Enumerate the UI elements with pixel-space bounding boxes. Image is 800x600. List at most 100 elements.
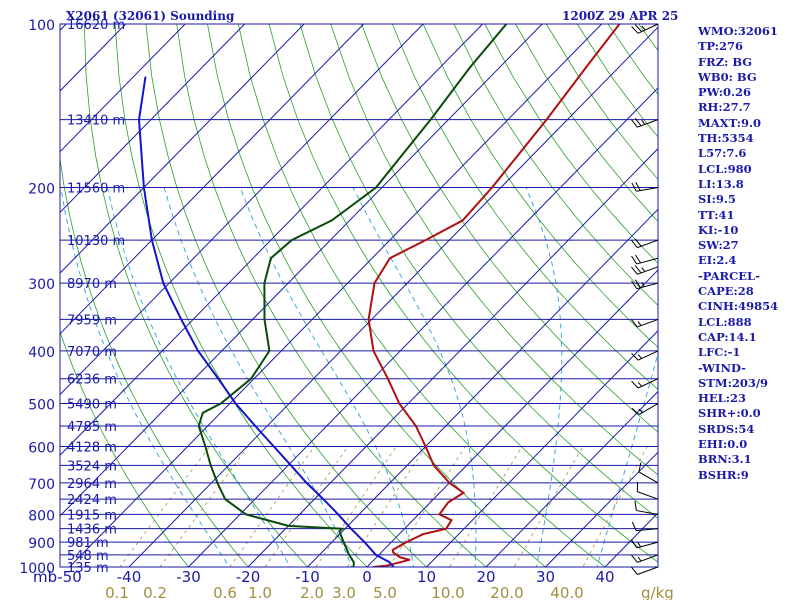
isotherm-line [0, 24, 7, 567]
dry-adiabat-line [391, 24, 658, 390]
wind-barb [631, 350, 659, 361]
wind-barb [631, 182, 659, 192]
moist-adiabat-line [352, 187, 477, 567]
moist-adiabat-line [106, 187, 291, 567]
mixing-ratio-tick-label: 2.0 [300, 584, 324, 600]
isotherm-line [60, 24, 186, 153]
index-item: BRN:3.1 [698, 452, 752, 467]
index-item: -PARCEL- [698, 268, 760, 283]
isotherm-line [60, 24, 543, 517]
temperature-profile [367, 24, 621, 567]
index-item: WB0: BG [698, 69, 757, 84]
height-label: 5490 m [67, 398, 117, 413]
isotherm-line [60, 24, 483, 456]
height-label: 6236 m [67, 373, 117, 388]
index-item: L57:7.6 [698, 146, 747, 161]
isotherm-line [60, 24, 424, 396]
moist-adiabat-line [525, 187, 563, 567]
moist-adiabat-line [163, 187, 353, 567]
dry-adiabat-line [330, 24, 658, 476]
height-label: 10130 m [67, 234, 125, 249]
mixing-ratio-line [159, 446, 249, 567]
height-label: 1436 m [67, 523, 117, 538]
isotherm-line [545, 451, 658, 567]
dry-adiabat-line [268, 24, 658, 563]
index-item: CAP:14.1 [698, 329, 757, 344]
sounding-profiles [137, 24, 621, 567]
dry-adiabat-line [484, 24, 658, 264]
temperature-tick-label: 30 [536, 568, 555, 586]
pressure-tick-label: 100 [28, 18, 55, 34]
pressure-tick-label: 400 [28, 345, 55, 361]
pressure-tick-label: 1000 [19, 561, 55, 577]
mixing-ratio-tick-label: 10.0 [431, 584, 464, 600]
isotherm-line [307, 208, 658, 567]
wind-barb [634, 501, 659, 515]
mixing-ratio-tick-label: 3.0 [332, 584, 356, 600]
dry-adiabat-line [60, 156, 249, 567]
dry-adiabat-line [422, 24, 658, 348]
index-item: RH:27.7 [698, 100, 751, 115]
height-label: 8970 m [67, 277, 117, 292]
mixing-ratio-line [582, 446, 648, 567]
isotherm-line [188, 87, 658, 567]
dry-adiabats [60, 24, 658, 567]
wind-barb [631, 318, 659, 328]
index-item: LCL:888 [698, 314, 752, 329]
dry-adiabat-line [145, 24, 428, 567]
mixing-ratio-line [513, 446, 584, 567]
temperature-tick-label: -40 [117, 568, 142, 586]
height-label: 16620 m [67, 18, 125, 33]
pressure-tick-labels: 100 200 300 400 500 600 700 800 900 1000 [19, 18, 55, 577]
index-item: EI:2.4 [698, 253, 737, 268]
index-item: TP:276 [698, 39, 744, 54]
wind-barb [631, 554, 659, 563]
height-label: 7959 m [67, 313, 117, 328]
temperature-tick-label: 40 [595, 568, 614, 586]
isotherm-line [426, 330, 658, 567]
wind-barb [638, 462, 659, 484]
height-label: 2964 m [67, 477, 117, 492]
pressure-tick-label: 600 [28, 441, 55, 457]
wind-barb [631, 539, 659, 549]
parcel-profile [137, 76, 396, 567]
index-item: SI:9.5 [698, 192, 736, 207]
height-labels: 16620 m 13410 m 11560 m 10130 m 8970 m 7959 m… [67, 18, 125, 576]
mixing-ratio-line [264, 446, 349, 567]
temperature-tick-label: 0 [362, 568, 372, 586]
pressure-tick-label: 200 [28, 182, 55, 198]
isotherm-line [60, 24, 305, 274]
temperature-tick-label: 10 [417, 568, 436, 586]
wind-barb [631, 279, 659, 290]
height-label: 981 m [67, 536, 109, 551]
height-label: 4785 m [67, 420, 117, 435]
dry-adiabat-line [237, 24, 606, 567]
isotherms [0, 24, 658, 567]
pressure-tick-label: 300 [28, 277, 55, 293]
wind-barb [636, 482, 659, 500]
isotherm-line [60, 24, 364, 335]
height-label: 11560 m [67, 182, 125, 197]
index-item: LI:13.8 [698, 176, 744, 191]
mixing-ratio-tick-label: 40.0 [550, 584, 583, 600]
isotherm-line [69, 24, 602, 567]
dry-adiabat-line [83, 24, 309, 567]
mixing-ratio-tick-labels: 0.1 0.2 0.6 1.0 2.0 3.0 5.0 10.0 20.0 40.0 [105, 584, 584, 600]
moist-adiabat-line [60, 187, 230, 567]
plot-frame [59, 23, 659, 568]
dry-adiabat-line [176, 24, 487, 567]
temperature-tick-label: -10 [295, 568, 320, 586]
index-item: PW:0.26 [698, 85, 752, 100]
index-item: KI:-10 [698, 222, 739, 237]
wind-barb [631, 403, 659, 415]
moist-adiabats [60, 187, 658, 567]
temperature-tick-label: 20 [476, 568, 495, 586]
stability-indices-list: WMO:32061 TP:276 FRZ: BG WB0: BG PW:0.26 RH:2… [698, 24, 778, 483]
pressure-unit: mb [33, 568, 57, 586]
temperature-tick-label: -20 [236, 568, 261, 586]
mixing-ratio-lines [119, 446, 648, 567]
pressure-tick-label: 500 [28, 398, 55, 414]
height-label: 13410 m [67, 114, 125, 129]
index-item: TH:5354 [698, 131, 754, 146]
isotherm-line [247, 147, 658, 567]
